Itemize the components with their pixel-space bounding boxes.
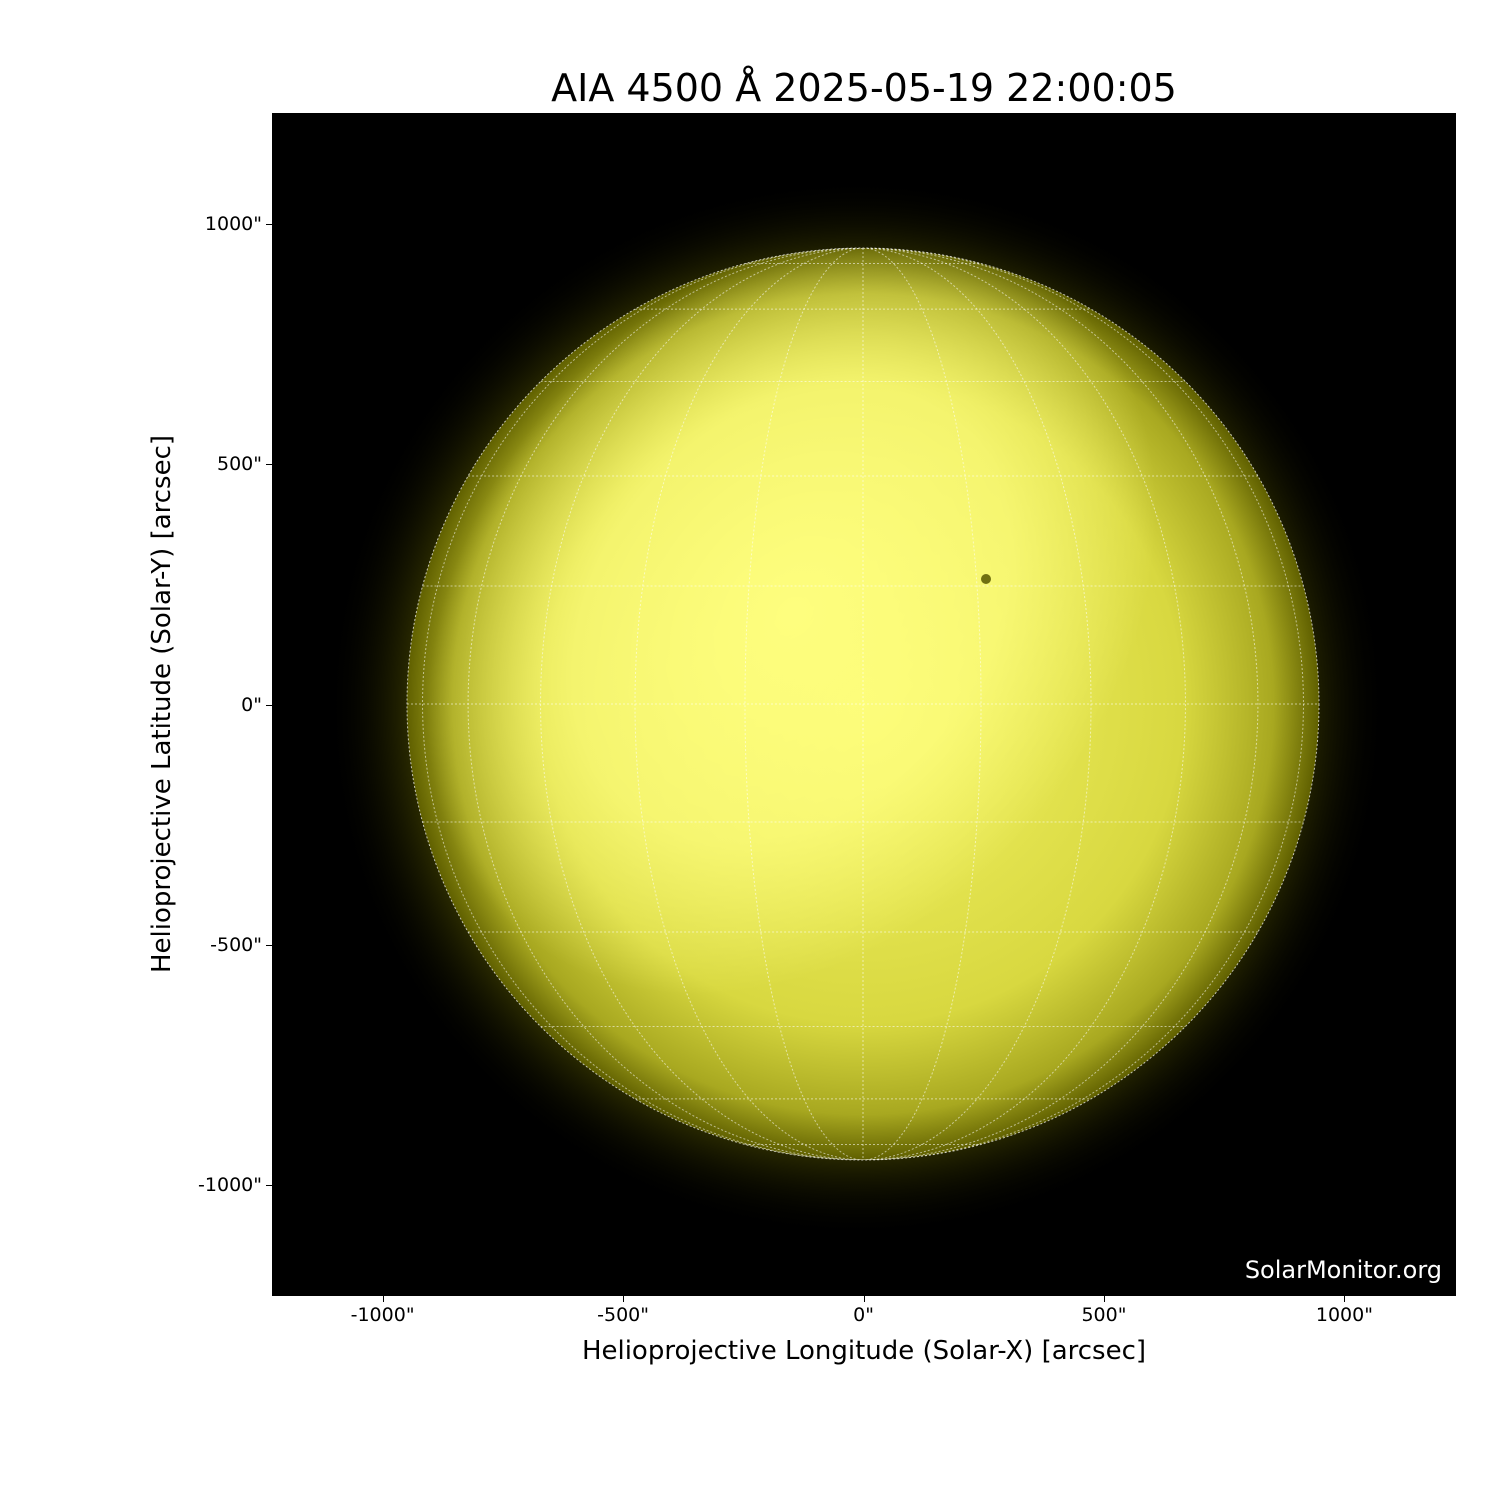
x-tick-mark [1344,1296,1346,1302]
x-tick-label: 500" [1081,1304,1127,1326]
y-tick-label: 500" [216,453,262,476]
x-axis-label: Helioprojective Longitude (Solar-X) [arc… [581,1336,1147,1366]
y-tick-label: 0" [241,693,262,716]
meridian-line [540,248,864,1160]
y-tick-mark [266,1185,272,1187]
y-tick-mark [266,944,272,946]
x-tick-mark [863,1296,865,1302]
meridian-line [862,248,1304,1160]
meridian-line [422,248,864,1160]
x-tick-label: 0" [853,1304,874,1326]
x-tick-mark [623,1296,625,1302]
y-tick-label: -1000" [198,1174,262,1197]
x-tick-mark [382,1296,384,1302]
x-tick-label: 1000" [1315,1304,1373,1326]
x-tick-mark [1103,1296,1105,1302]
y-tick-label: -500" [210,933,262,956]
meridian-line [862,248,1259,1160]
x-tick-label: -1000" [350,1304,415,1326]
meridian-line [862,248,1186,1160]
y-tick-mark [266,464,272,466]
y-tick-mark [266,223,272,225]
sunspot [981,574,991,584]
watermark: SolarMonitor.org [1244,1256,1442,1284]
limb-outline [406,247,1320,1161]
meridian-line [862,248,1092,1160]
solar-image [272,113,1456,1296]
x-tick-label: -500" [597,1304,649,1326]
bright-region [427,248,1157,995]
meridian-line [634,248,864,1160]
chart-title: AIA 4500 Å 2025-05-19 22:00:05 [551,66,1177,110]
y-tick-label: 1000" [204,212,262,235]
y-tick-mark [266,704,272,706]
meridian-line [467,248,864,1160]
heliographic-grid [407,248,1319,1160]
y-axis-label: Helioprojective Latitude (Solar-Y) [arcs… [147,434,177,974]
